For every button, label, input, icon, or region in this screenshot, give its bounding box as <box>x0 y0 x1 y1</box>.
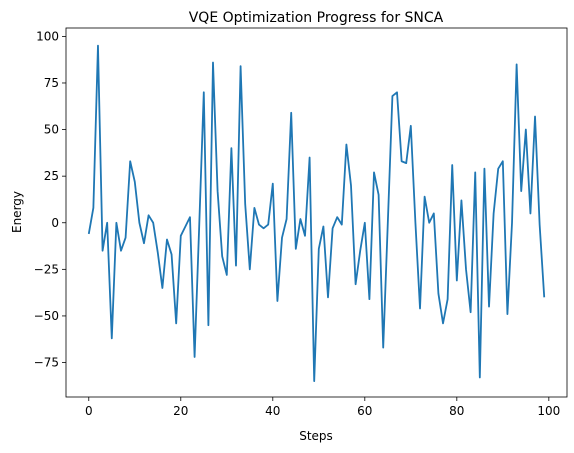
series-line-0 <box>87 44 546 383</box>
x-tick-label: 100 <box>537 404 560 418</box>
y-tick-label: 75 <box>44 76 59 90</box>
y-tick-label: −75 <box>34 356 59 370</box>
y-tick-label: 50 <box>44 123 59 137</box>
x-axis: 0 20 40 60 80 100 <box>85 397 560 418</box>
x-tick-label: 20 <box>173 404 188 418</box>
y-tick-label: 100 <box>36 29 59 43</box>
y-tick-label: −25 <box>34 262 59 276</box>
y-axis-label: Energy <box>10 191 24 233</box>
x-tick-label: 0 <box>85 404 93 418</box>
plot-frame <box>65 27 568 398</box>
plot-area <box>87 44 546 383</box>
x-tick-label: 40 <box>265 404 280 418</box>
y-axis: −75 −50 −25 0 25 50 75 100 <box>34 29 66 370</box>
y-tick-label: 25 <box>44 169 59 183</box>
x-tick-label: 60 <box>357 404 372 418</box>
y-tick-label: −50 <box>34 309 59 323</box>
x-axis-label: Steps <box>299 429 333 443</box>
chart-title: VQE Optimization Progress for SNCA <box>189 10 444 26</box>
y-tick-label: 0 <box>51 216 59 230</box>
x-tick-label: 80 <box>449 404 464 418</box>
